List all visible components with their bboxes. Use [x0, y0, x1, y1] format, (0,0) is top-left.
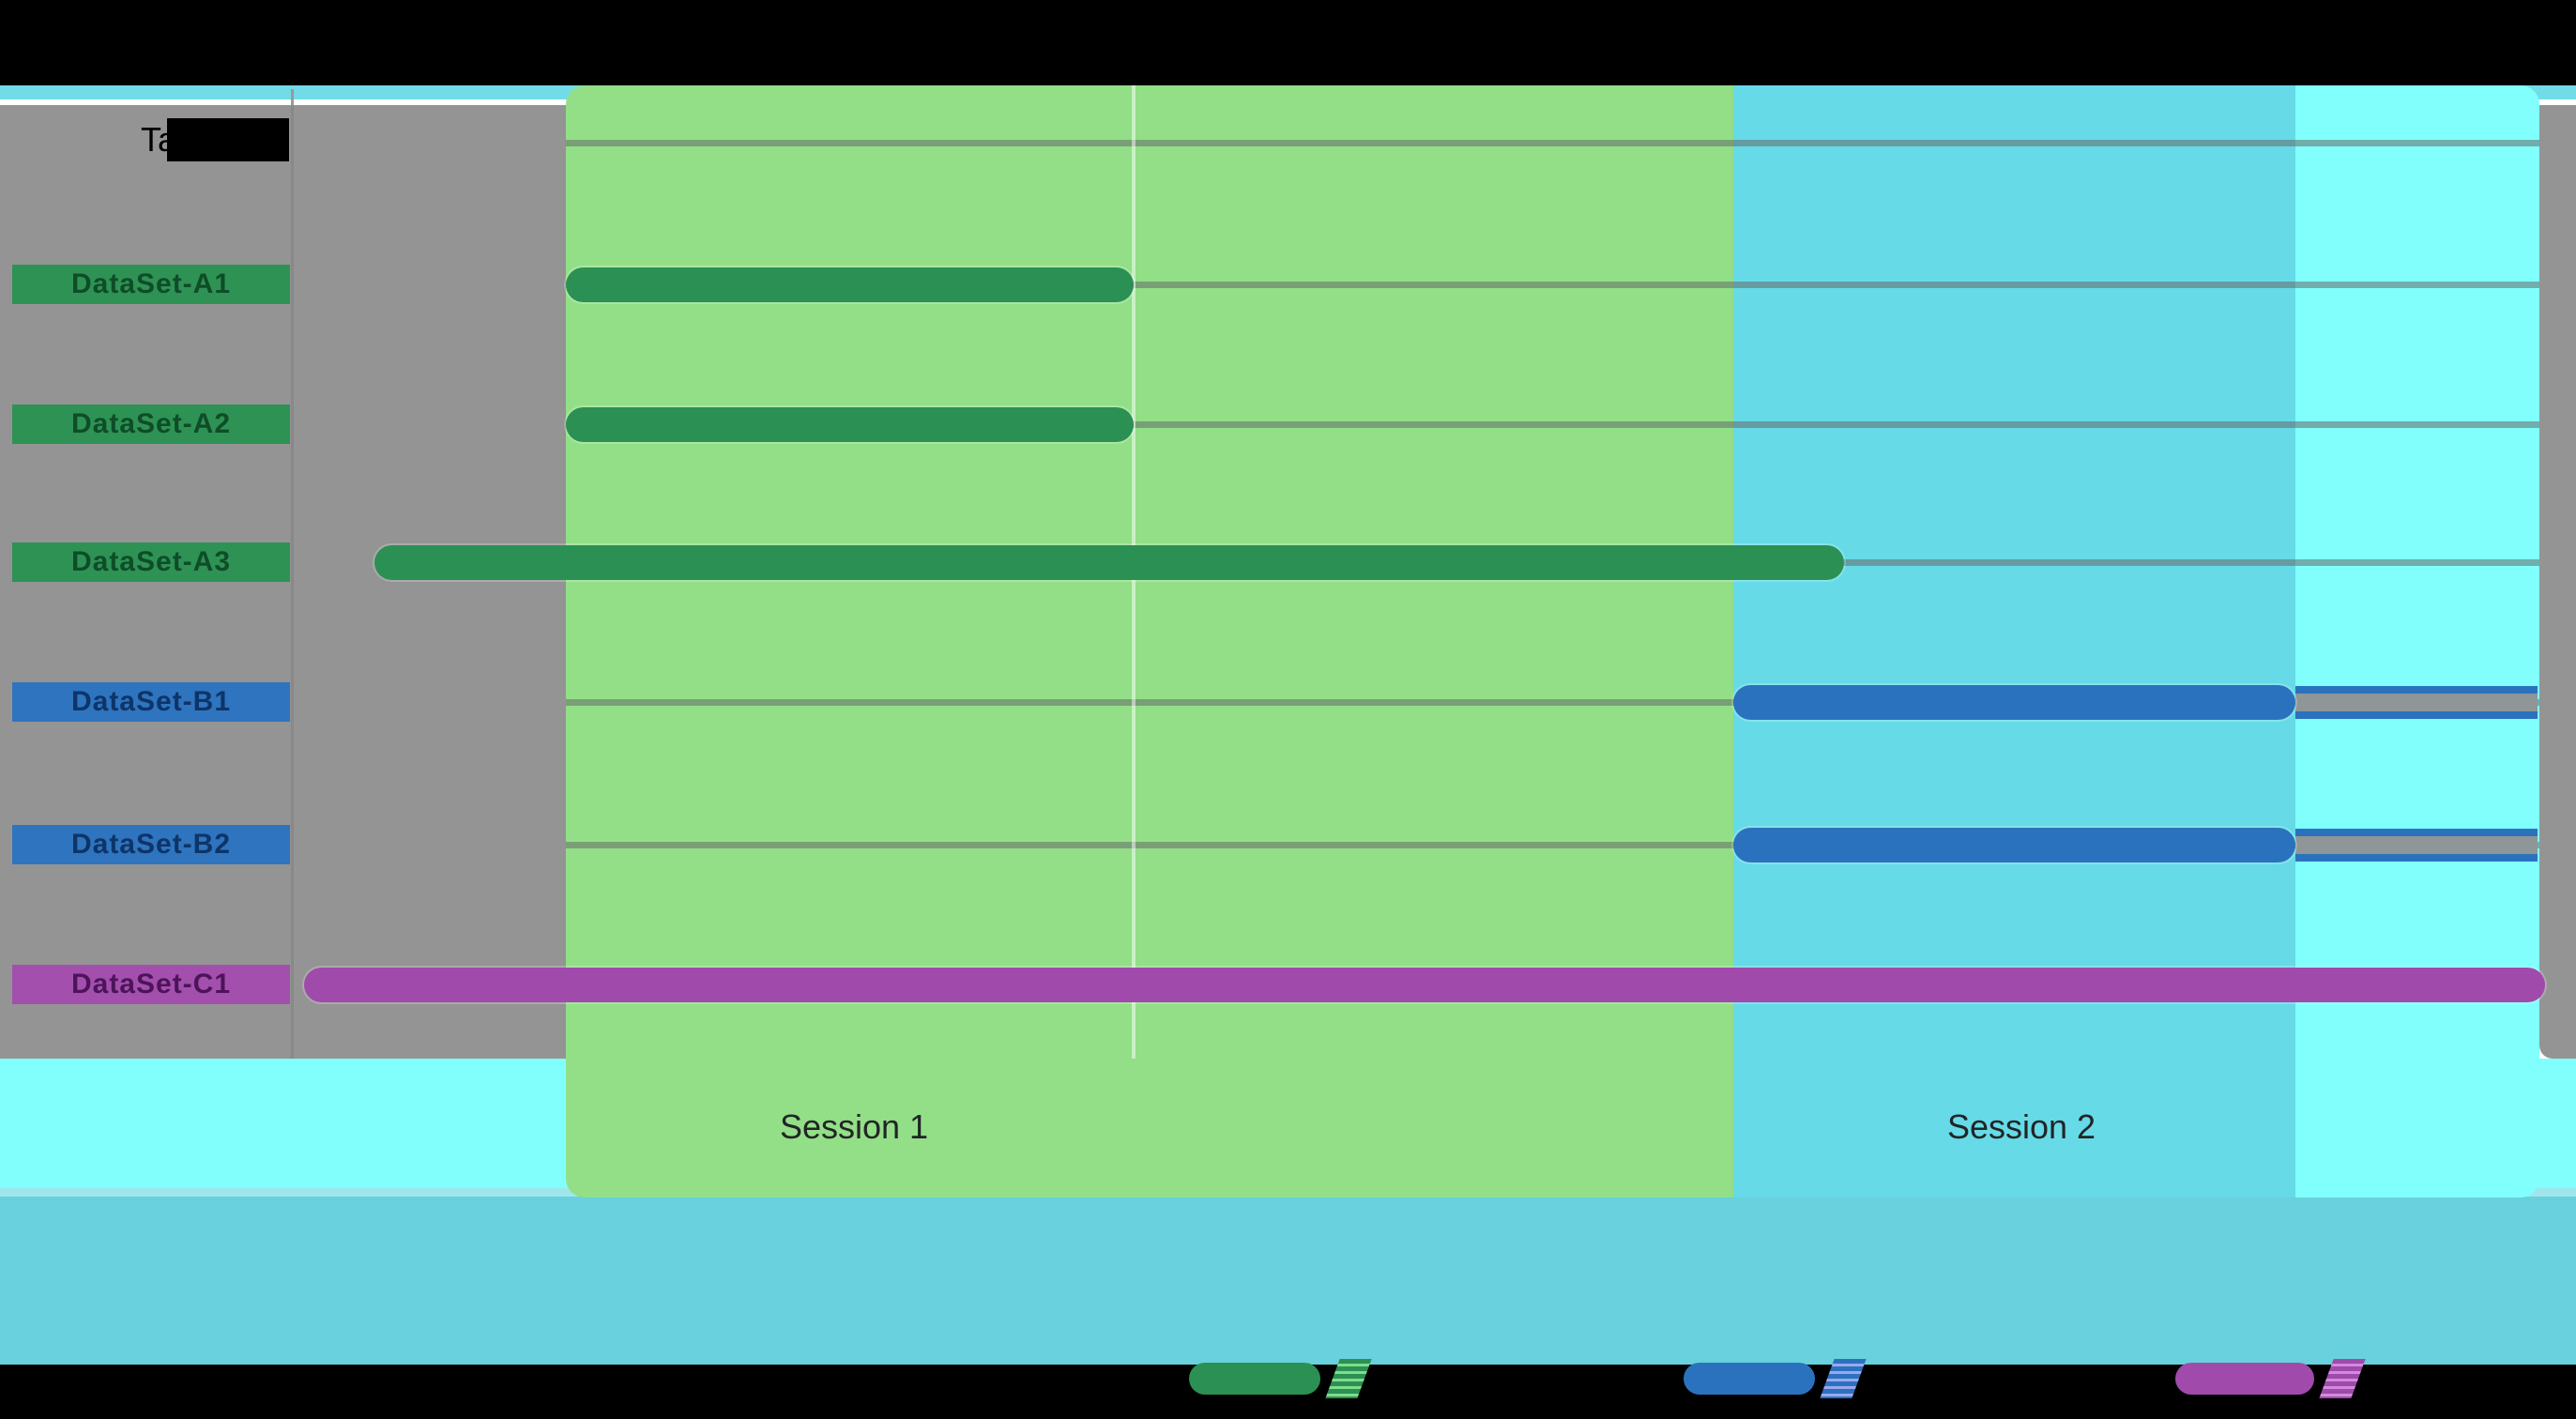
- bar-dataset-b1[interactable]: [1733, 685, 2295, 720]
- y-axis-top-tick: [291, 89, 294, 105]
- ylabel-dataset-b2[interactable]: DataSet-B2: [12, 825, 290, 864]
- bar-b1-extension-top: [2295, 686, 2538, 694]
- ylabel-dataset-c1[interactable]: DataSet-C1: [12, 965, 290, 1004]
- bar-b2-extension-mid: [2295, 836, 2538, 854]
- right-bright-band: [2295, 85, 2539, 1198]
- left-margin-area: [0, 105, 566, 1059]
- gridline-row2: [566, 421, 2539, 428]
- footer-cyan-area: [0, 1197, 2576, 1365]
- bar-b1-extension-bottom: [2295, 711, 2538, 719]
- session2-label: Session 2: [1946, 1107, 2096, 1146]
- gridline-row1: [566, 282, 2539, 288]
- ylabel-dataset-b1[interactable]: DataSet-B1: [12, 682, 290, 722]
- bar-b2-extension-bottom: [2295, 854, 2538, 862]
- y-axis-line: [291, 105, 294, 1059]
- gridline-row4: [566, 699, 2539, 706]
- ylabel-text: DataSet-A1: [70, 268, 232, 299]
- bar-dataset-a2[interactable]: [566, 407, 1134, 442]
- ylabel-text: DataSet-A3: [70, 546, 232, 577]
- bar-b1-extension-mid: [2295, 694, 2538, 711]
- ylabel-dataset-a1[interactable]: DataSet-A1: [12, 265, 290, 304]
- bar-dataset-a3[interactable]: [374, 545, 1844, 580]
- bar-dataset-a1[interactable]: [566, 267, 1134, 302]
- top-title-bar: [0, 0, 2576, 85]
- ylabel-text: DataSet-B1: [70, 686, 232, 717]
- session1-band: [566, 85, 1733, 1198]
- gridline-row0: [566, 140, 2539, 146]
- ylabel-text: DataSet-C1: [70, 969, 232, 999]
- session2-band: [1733, 85, 2295, 1198]
- session1-label: Session 1: [779, 1107, 929, 1146]
- ylabel-text: DataSet-A2: [70, 408, 232, 439]
- bar-dataset-b2[interactable]: [1733, 828, 2295, 862]
- bar-b2-extension-top: [2295, 829, 2538, 836]
- right-margin-area: [2539, 105, 2576, 1059]
- y-axis-header-black-box: [167, 118, 289, 161]
- ylabel-dataset-a3[interactable]: DataSet-A3: [12, 542, 290, 582]
- y-axis-header: Task: [141, 118, 291, 161]
- ylabel-text: DataSet-B2: [70, 829, 232, 860]
- legend-swatch-purple[interactable]: [2175, 1363, 2314, 1395]
- legend-swatch-blue[interactable]: [1684, 1363, 1815, 1395]
- ylabel-dataset-a2[interactable]: DataSet-A2: [12, 404, 290, 444]
- legend-swatch-green[interactable]: [1189, 1363, 1320, 1395]
- bar-dataset-c1[interactable]: [304, 968, 2545, 1002]
- gridline-row5: [566, 842, 2539, 848]
